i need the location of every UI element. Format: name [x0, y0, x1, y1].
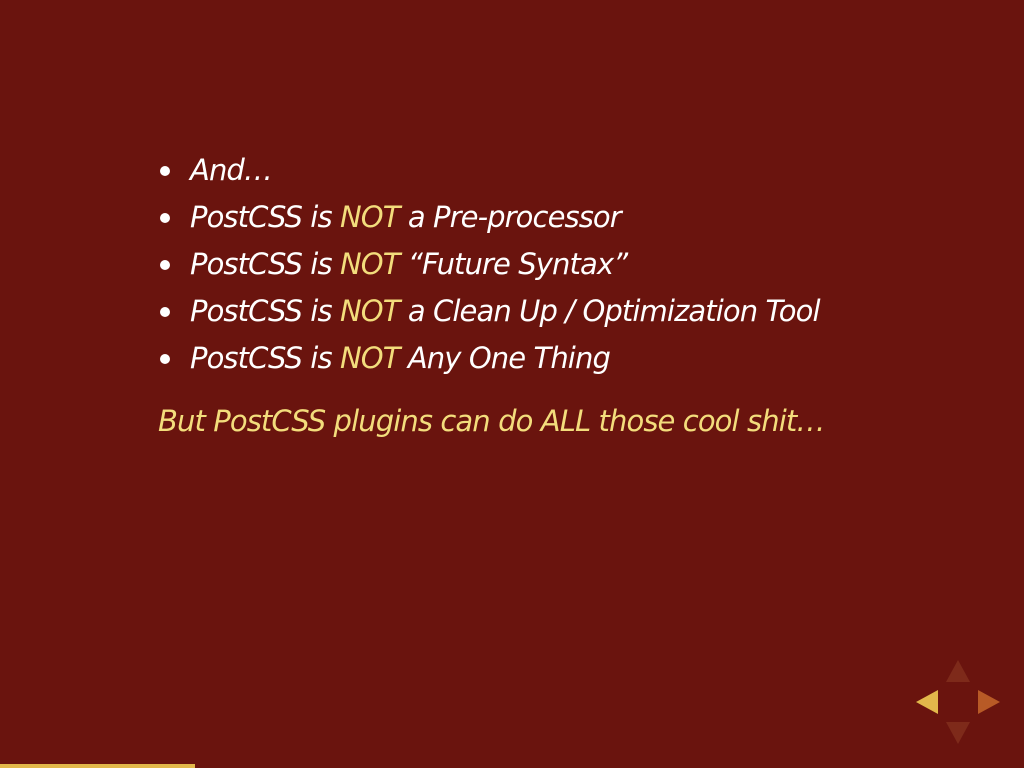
bullet-highlight: NOT	[339, 200, 400, 234]
bullet-item: PostCSS is NOT “Future Syntax”	[158, 241, 838, 288]
slide-content: And… PostCSS is NOT a Pre-processor Post…	[158, 147, 838, 445]
bullet-item: PostCSS is NOT Any One Thing	[158, 335, 838, 382]
bullet-item: PostCSS is NOT a Pre-processor	[158, 194, 838, 241]
slide-progress-bar	[0, 764, 195, 768]
bullet-dot-icon	[160, 354, 170, 364]
chevron-left-icon[interactable]	[916, 690, 938, 714]
bullet-dot-icon	[160, 260, 170, 270]
chevron-down-icon[interactable]	[946, 722, 970, 744]
bullet-item: And…	[158, 147, 838, 194]
slide-navigation-controls	[912, 658, 1004, 746]
bullet-highlight: NOT	[339, 247, 400, 281]
bullet-dot-icon	[160, 307, 170, 317]
bullet-highlight: NOT	[339, 294, 400, 328]
bullet-dot-icon	[160, 213, 170, 223]
bullet-text-after: a Clean Up / Optimization Tool	[399, 294, 821, 328]
bullet-text-after: Any One Thing	[399, 341, 611, 375]
closing-statement: But PostCSS plugins can do ALL those coo…	[158, 404, 825, 438]
bullet-text-before: PostCSS is	[190, 247, 340, 281]
bullet-dot-icon	[160, 166, 170, 176]
chevron-right-icon[interactable]	[978, 690, 1000, 714]
bullet-text-before: And…	[190, 153, 273, 187]
bullet-text-after: a Pre-processor	[399, 200, 622, 234]
bullet-text-after: “Future Syntax”	[399, 247, 628, 281]
bullet-highlight: NOT	[339, 341, 400, 375]
bullet-item: PostCSS is NOT a Clean Up / Optimization…	[158, 288, 838, 335]
bullet-list: And… PostCSS is NOT a Pre-processor Post…	[158, 147, 838, 382]
bullet-text-before: PostCSS is	[190, 341, 340, 375]
chevron-up-icon[interactable]	[946, 660, 970, 682]
bullet-text-before: PostCSS is	[190, 200, 340, 234]
bullet-text-before: PostCSS is	[190, 294, 340, 328]
